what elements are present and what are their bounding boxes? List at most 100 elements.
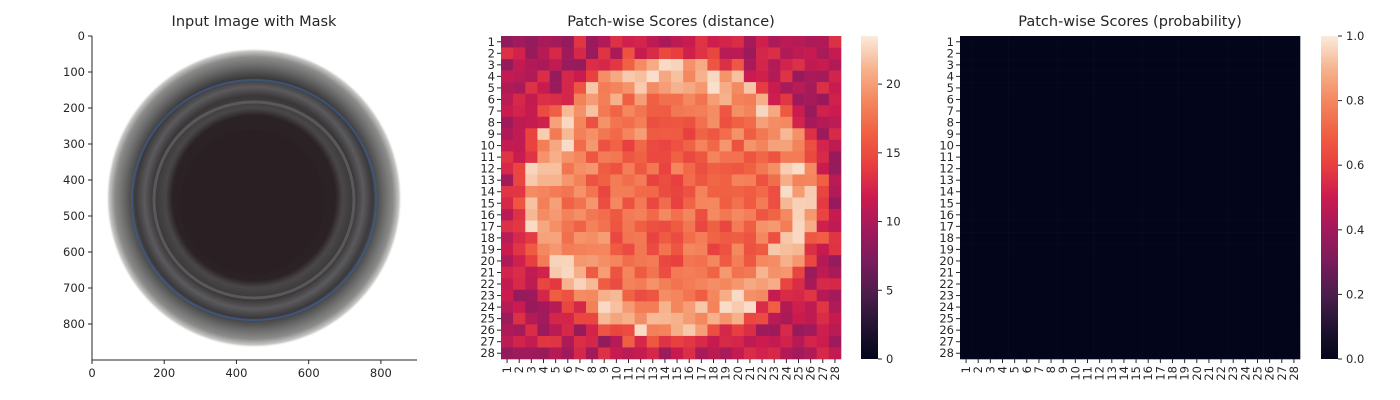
heatmap-cell	[1227, 36, 1240, 48]
heatmap-cell	[707, 36, 720, 48]
heatmap-cell	[768, 335, 781, 348]
heatmap-cell	[1251, 59, 1264, 71]
heatmap-cell	[1239, 70, 1252, 83]
heatmap-cell	[561, 139, 575, 152]
heatmap-cell	[707, 116, 720, 129]
heatmap-cell	[707, 151, 720, 164]
heatmap-cell	[780, 47, 793, 60]
heatmap-cell	[561, 197, 575, 210]
heatmap-cell	[1130, 278, 1143, 291]
heatmap-cell	[513, 70, 526, 83]
heatmap-cell	[573, 289, 587, 302]
heatmap-cell	[1093, 162, 1107, 175]
y-tick-label: 8	[488, 116, 495, 130]
heatmap-cell	[695, 82, 708, 94]
heatmap-cell	[828, 255, 842, 268]
heatmap-cell	[828, 220, 842, 233]
heatmap-cell	[1057, 220, 1070, 233]
heatmap-cell	[828, 174, 842, 187]
heatmap-cell	[1045, 185, 1058, 198]
heatmap-cell	[1178, 289, 1192, 302]
heatmap-cell	[501, 335, 514, 348]
y-tick-label: 21	[939, 265, 954, 279]
x-tick-label: 13	[646, 366, 660, 381]
x-tick-label: 25	[1251, 366, 1265, 381]
heatmap-cell	[1117, 220, 1131, 233]
heatmap-cell	[792, 301, 805, 314]
heatmap-cell	[756, 335, 769, 348]
x-tick-label: 12	[634, 366, 648, 381]
heatmap-cell	[1263, 59, 1277, 71]
heatmap-cell	[586, 70, 599, 83]
heatmap-cell	[1020, 243, 1034, 256]
heatmap-cell	[1251, 93, 1264, 106]
heatmap-cell	[1045, 82, 1058, 94]
heatmap-cell	[525, 197, 538, 210]
heatmap-cell	[1251, 255, 1264, 268]
y-tick-label: 15	[939, 196, 954, 210]
heatmap-cell	[1178, 47, 1192, 60]
heatmap-cell	[1093, 243, 1107, 256]
heatmap-cell	[960, 82, 973, 94]
heatmap-cell	[1166, 82, 1179, 94]
heatmap-cell	[996, 128, 1009, 141]
heatmap-cell	[768, 174, 781, 187]
heatmap-cell	[707, 185, 720, 198]
heatmap-cell	[695, 139, 708, 152]
heatmap-cell	[707, 347, 720, 360]
y-tick-label: 1	[947, 35, 954, 49]
heatmap-cell	[719, 82, 733, 94]
heatmap-cell	[671, 266, 684, 279]
heatmap-cell	[1130, 70, 1143, 83]
heatmap-cell	[537, 220, 550, 233]
x-tick-label: 4	[996, 366, 1010, 373]
heatmap-cell	[610, 255, 623, 268]
heatmap-cell	[1105, 266, 1119, 279]
heatmap-cell	[549, 82, 563, 94]
heatmap-cell	[1105, 47, 1119, 60]
heatmap-cell	[525, 220, 538, 233]
heatmap-cell	[537, 289, 550, 302]
heatmap-cell	[537, 174, 550, 187]
heatmap-cell	[1045, 266, 1058, 279]
heatmap-cell	[1251, 220, 1264, 233]
heatmap-cell	[1227, 174, 1240, 187]
heatmap-cell	[972, 301, 985, 314]
colorbar-tick-label: 0	[886, 352, 893, 366]
heatmap-cell	[719, 197, 733, 210]
heatmap-cell	[1263, 232, 1277, 244]
heatmap-cell	[1032, 312, 1046, 325]
y-tick-label: 12	[480, 162, 495, 176]
heatmap-cell	[586, 59, 599, 71]
y-tick-label: 28	[939, 346, 954, 360]
heatmap-cell	[984, 220, 997, 233]
heatmap-cell	[1032, 185, 1046, 198]
heatmap-cell	[671, 70, 684, 83]
heatmap-cell	[695, 59, 708, 71]
heatmap-cell	[1105, 347, 1119, 360]
heatmap-cell	[804, 289, 818, 302]
y-tick-label: 4	[947, 69, 954, 83]
heatmap-cell	[780, 93, 793, 106]
heatmap-cell	[743, 301, 757, 314]
heatmap-cell	[501, 105, 514, 118]
heatmap-cell	[586, 197, 599, 210]
heatmap-cell	[792, 185, 805, 198]
heatmap-cell	[1130, 197, 1143, 210]
heatmap-cell	[1275, 312, 1289, 325]
heatmap-cell	[1008, 59, 1022, 71]
heatmap-cell	[1287, 105, 1301, 118]
heatmap-cell	[549, 255, 563, 268]
heatmap-cell	[646, 116, 660, 129]
heatmap-cell	[1251, 174, 1264, 187]
heatmap-cell	[573, 209, 587, 221]
heatmap-cell	[972, 185, 985, 198]
heatmap-cell	[996, 347, 1009, 360]
x-tick-label: 5	[1008, 366, 1022, 373]
heatmap-cell	[731, 301, 745, 314]
heatmap-cell	[719, 266, 733, 279]
heatmap-cell	[1263, 347, 1277, 360]
heatmap-cell	[1117, 162, 1131, 175]
heatmap-cell	[1251, 232, 1264, 244]
heatmap-cell	[634, 220, 648, 233]
